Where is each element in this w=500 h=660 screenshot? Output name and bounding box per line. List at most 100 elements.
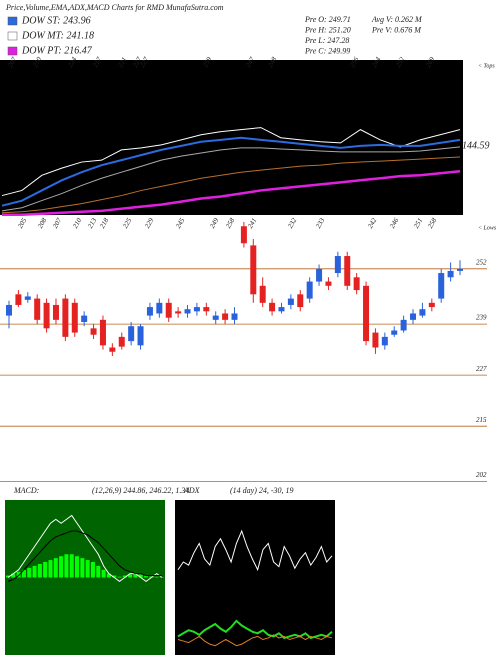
macd-bar xyxy=(138,574,143,578)
candle-body xyxy=(287,298,294,305)
candle-body xyxy=(438,273,445,299)
candle-body xyxy=(109,347,116,352)
macd-bar xyxy=(69,554,74,578)
candle-body xyxy=(457,268,463,271)
macd-bar xyxy=(96,565,101,578)
candle-body xyxy=(184,309,191,314)
candle-body xyxy=(400,319,407,331)
price-label: 144.59 xyxy=(462,140,490,151)
macd-bar xyxy=(75,556,80,578)
y-tick-label: 215 xyxy=(476,416,487,424)
candle-body xyxy=(71,302,78,333)
low-label: 232 xyxy=(286,216,298,230)
low-label: 225 xyxy=(121,216,133,230)
candle-body xyxy=(344,256,351,286)
candle-body xyxy=(278,307,285,312)
candle-body xyxy=(231,313,238,320)
stat-label: Pre L: 247.28 xyxy=(304,36,349,45)
low-label: 246 xyxy=(388,216,400,230)
legend-label: DOW MT: 241.18 xyxy=(21,30,94,41)
candle-body xyxy=(99,319,106,346)
candle-body xyxy=(363,285,370,342)
candle-body xyxy=(15,294,22,305)
y-tick-label: 227 xyxy=(476,365,487,373)
low-label: 205 xyxy=(16,216,28,230)
stat-label: Pre C: 249.99 xyxy=(304,46,350,55)
candle-body xyxy=(297,294,304,308)
candle-body xyxy=(447,270,454,278)
candle-body xyxy=(316,268,323,282)
low-label: 249 xyxy=(208,216,220,230)
chart-title: Price,Volume,EMA,ADX,MACD Charts for RMD… xyxy=(5,3,224,12)
legend-swatch xyxy=(7,16,18,26)
legend-label: DOW ST: 243.96 xyxy=(21,15,91,26)
macd-bar xyxy=(11,573,16,578)
candle-body xyxy=(128,326,135,342)
adx-params: (14 day) 24, -30, 19 xyxy=(230,486,294,495)
low-label: 242 xyxy=(366,216,378,230)
candle-body xyxy=(175,311,182,314)
price-line xyxy=(1,146,461,212)
macd-bar xyxy=(59,556,64,578)
macd-line xyxy=(7,530,162,582)
candle-body xyxy=(193,307,200,312)
y-tick-label: 202 xyxy=(476,471,487,479)
macd-bar xyxy=(144,575,149,578)
adx-line xyxy=(177,529,333,572)
price-line xyxy=(2,169,461,217)
candle-body xyxy=(90,328,97,335)
low-label: 241 xyxy=(246,217,258,230)
low-label: 233 xyxy=(314,216,326,230)
price-line xyxy=(1,156,461,214)
candle-body xyxy=(165,302,172,318)
macd-bar xyxy=(90,562,95,578)
candle-body xyxy=(146,307,153,316)
price-panel xyxy=(0,60,463,215)
low-label: 210 xyxy=(71,216,83,230)
macd-bar xyxy=(6,575,10,578)
low-label: 258 xyxy=(426,216,438,230)
macd-panel xyxy=(5,500,165,655)
low-label: 229 xyxy=(143,216,155,230)
candle-body xyxy=(306,281,313,299)
low-label: 218 xyxy=(98,216,110,230)
y-tick-label: 239 xyxy=(476,314,487,322)
low-label: 208 xyxy=(36,216,48,230)
candle-body xyxy=(52,304,59,320)
tops-label: < Tops xyxy=(478,63,495,69)
candle-body xyxy=(334,256,341,274)
stat-label: Pre H: 251.20 xyxy=(304,25,351,34)
macd-bar xyxy=(37,563,42,578)
candle-body xyxy=(24,296,31,300)
low-label: 213 xyxy=(86,216,98,230)
candle-body xyxy=(62,298,69,337)
candle-body xyxy=(269,302,276,312)
macd-bar xyxy=(53,558,58,578)
lows-label: < Lows xyxy=(478,225,497,231)
candle-body xyxy=(259,285,266,303)
adx-title: ADX xyxy=(183,486,201,495)
candle-body xyxy=(81,315,88,322)
legend-swatch xyxy=(7,31,18,41)
macd-bar xyxy=(16,571,21,578)
macd-bar xyxy=(21,569,26,578)
macd-bar xyxy=(117,576,122,578)
stat-label: Avg V: 0.262 M xyxy=(371,15,423,24)
low-label: 245 xyxy=(174,216,186,230)
macd-bar xyxy=(43,562,48,578)
candle-body xyxy=(428,302,435,308)
macd-bar xyxy=(80,558,85,578)
macd-title: MACD: xyxy=(13,486,40,495)
macd-bar xyxy=(48,560,53,578)
candle-body xyxy=(203,307,210,312)
macd-bar xyxy=(64,554,69,578)
stat-label: Pre O: 249.71 xyxy=(304,15,351,24)
candle-body xyxy=(250,245,257,295)
macd-bar xyxy=(32,565,37,578)
macd-bar xyxy=(112,575,117,578)
candle-body xyxy=(137,326,144,346)
candle-body xyxy=(419,309,426,316)
macd-bar xyxy=(133,573,138,578)
candle-body xyxy=(156,302,163,314)
